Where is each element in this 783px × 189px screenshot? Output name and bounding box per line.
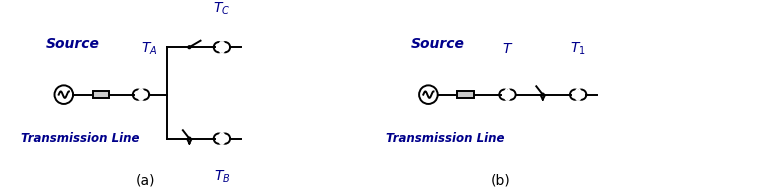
Text: (a): (a) — [136, 174, 155, 188]
Text: Source: Source — [46, 37, 100, 51]
Text: (b): (b) — [491, 174, 511, 188]
Text: $T_1$: $T_1$ — [570, 41, 586, 57]
Text: Source: Source — [411, 37, 464, 51]
Bar — [92, 91, 110, 98]
Text: Transmission Line: Transmission Line — [21, 132, 140, 145]
Text: $T_C$: $T_C$ — [213, 1, 230, 17]
Bar — [457, 91, 474, 98]
Text: $T$: $T$ — [502, 42, 513, 56]
Text: $T_A$: $T_A$ — [142, 41, 158, 57]
Text: Transmission Line: Transmission Line — [386, 132, 504, 145]
Text: $T_B$: $T_B$ — [214, 169, 230, 185]
